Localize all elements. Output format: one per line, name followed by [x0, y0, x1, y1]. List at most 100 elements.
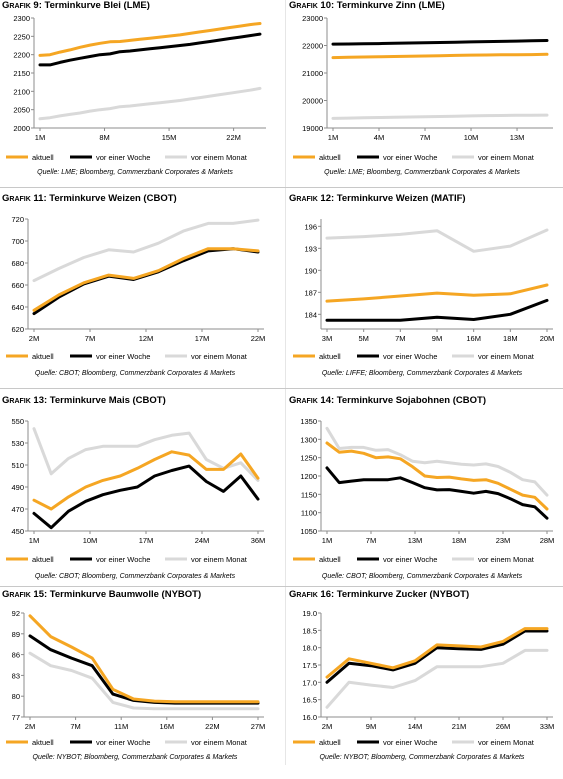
x-tick-label: 7M — [420, 133, 430, 142]
y-tick-label: 2250 — [13, 32, 30, 41]
y-tick-label: 1200 — [300, 472, 317, 481]
chart-panel-weizen-matif: Grafik 12: Terminkurve Weizen (MATIF) 18… — [287, 193, 557, 383]
panel-title: Grafik 12: Terminkurve Weizen (MATIF) — [289, 193, 466, 204]
panel-number: 9: — [33, 0, 42, 11]
y-tick-label: 2300 — [13, 14, 30, 23]
y-tick-label: 530 — [11, 439, 24, 448]
x-tick-label: 14M — [408, 722, 423, 731]
legend-label: aktuell — [32, 352, 54, 361]
series-line-aktuell — [38, 22, 262, 57]
panel-source: Quelle: NYBOT; Bloomberg, Commerzbank Co… — [32, 754, 238, 761]
y-tick-label: 86 — [12, 651, 20, 660]
panel-prefix: Grafik — [289, 589, 318, 600]
series-line-vor-einer-woche — [32, 247, 260, 316]
legend-label: aktuell — [319, 352, 341, 361]
panel-source: Quelle: CBOT; Bloomberg, Commerzbank Cor… — [34, 573, 236, 580]
x-tick-label: 9M — [366, 722, 376, 731]
panel-prefix: Grafik — [2, 0, 31, 11]
chart-panel-weizen-cbot: Grafik 11: Terminkurve Weizen (CBOT) 620… — [0, 193, 270, 383]
legend-label: vor einem Monat — [478, 153, 535, 162]
x-tick-label: 5M — [358, 334, 368, 343]
y-tick-label: 92 — [12, 609, 20, 618]
chart-weizen-cbot: 620 640 660 680 700 720 2M 7M 12M 17M 22M aktuell vo… — [6, 215, 265, 361]
panel-title-text: Terminkurve Weizen (CBOT) — [49, 193, 177, 204]
y-tick-label: 16.0 — [302, 713, 317, 722]
chart-panel-mais: Grafik 13: Terminkurve Mais (CBOT) 450 47… — [0, 395, 270, 585]
y-tick-label: 490 — [11, 483, 24, 492]
x-tick-label: 1M — [29, 536, 39, 545]
y-tick-label: 1250 — [300, 454, 317, 463]
y-tick-label: 17.5 — [302, 661, 317, 670]
y-tick-label: 16.5 — [302, 696, 317, 705]
y-tick-label: 196 — [304, 222, 317, 231]
x-tick-label: 2M — [25, 722, 35, 731]
panel-source: Quelle: LIFFE; Bloomberg, Commerzbank Co… — [321, 370, 523, 377]
panel-source: Quelle: LME; Bloomberg, Commerzbank Corp… — [37, 169, 233, 176]
chart-blei: 2000 2050 2100 2150 2200 2250 2300 1M 8M 15M 22M ak… — [6, 14, 266, 162]
x-tick-label: 4M — [374, 133, 384, 142]
x-tick-label: 17M — [139, 536, 154, 545]
y-tick-label: 2100 — [13, 87, 30, 96]
series-line-aktuell — [325, 441, 549, 511]
chart-panel-blei: Grafik 9: Terminkurve Blei (LME) 2000 205… — [0, 0, 270, 190]
legend-label: vor einem Monat — [478, 555, 535, 564]
legend-label: vor einer Woche — [383, 352, 437, 361]
panel-title-text: Terminkurve Blei (LME) — [44, 0, 150, 11]
y-tick-label: 19.0 — [302, 609, 317, 618]
legend-label: aktuell — [319, 153, 341, 162]
y-tick-label: 620 — [11, 325, 24, 334]
x-tick-label: 17M — [195, 334, 210, 343]
y-tick-label: 1050 — [300, 527, 317, 536]
series-line-vor-einer-woche — [32, 464, 260, 530]
y-tick-label: 2150 — [13, 69, 30, 78]
series-line-aktuell — [325, 283, 549, 303]
panel-title-text: Terminkurve Baumwolle (NYBOT) — [49, 589, 202, 600]
chart-zucker: 16.0 16.5 17.0 17.5 18.0 18.5 19.0 2M 9M 14M 21M 26… — [293, 609, 554, 747]
legend-label: vor einer Woche — [96, 352, 150, 361]
series-line-vor-einer-woche — [325, 629, 549, 684]
chart-weizen-matif: 184 187 190 193 196 3M 5M 7M 9M 16M 18M 20M aktuell v… — [293, 219, 554, 361]
chart-panel-baumwolle: Grafik 15: Terminkurve Baumwolle (NYBOT)… — [0, 589, 270, 779]
x-tick-label: 10M — [83, 536, 98, 545]
y-tick-label: 19000 — [302, 124, 323, 133]
legend-label: vor einer Woche — [96, 555, 150, 564]
panel-number: 15: — [33, 589, 48, 600]
series-line-aktuell — [325, 627, 549, 679]
y-tick-label: 2050 — [13, 106, 30, 115]
y-tick-label: 550 — [11, 417, 24, 426]
y-tick-label: 77 — [12, 713, 20, 722]
legend-label: vor einem Monat — [191, 352, 248, 361]
chart-panel-zucker: Grafik 16: Terminkurve Zucker (NYBOT) 16… — [287, 589, 557, 779]
y-tick-label: 22000 — [302, 42, 323, 51]
x-tick-label: 16M — [466, 334, 481, 343]
series-line-vor-einer-woche — [325, 466, 549, 520]
series-line-vor-einem-monat — [325, 228, 549, 253]
chart-panel-zinn: Grafik 10: Terminkurve Zinn (LME) 19000 2… — [287, 0, 557, 190]
x-tick-label: 8M — [99, 133, 109, 142]
panel-title: Grafik 13: Terminkurve Mais (CBOT) — [2, 395, 166, 406]
y-tick-label: 89 — [12, 630, 20, 639]
x-tick-label: 1M — [328, 133, 338, 142]
x-tick-label: 22M — [205, 722, 220, 731]
y-tick-label: 2200 — [13, 51, 30, 60]
series-line-vor-einem-monat — [38, 86, 262, 121]
series-line-aktuell — [32, 450, 260, 511]
x-tick-label: 1M — [35, 133, 45, 142]
x-tick-label: 27M — [251, 722, 266, 731]
x-tick-label: 13M — [408, 536, 423, 545]
panel-title: Grafik 16: Terminkurve Zucker (NYBOT) — [289, 589, 469, 600]
panel-title-text: Terminkurve Zinn (LME) — [336, 0, 445, 11]
panel-title: Grafik 15: Terminkurve Baumwolle (NYBOT) — [2, 589, 201, 600]
x-tick-label: 15M — [162, 133, 177, 142]
panel-prefix: Grafik — [2, 589, 31, 600]
panel-source: Quelle: CBOT; Bloomberg, Commerzbank Cor… — [321, 573, 523, 580]
legend-label: vor einer Woche — [96, 153, 150, 162]
series-line-vor-einer-woche — [331, 39, 549, 46]
y-tick-label: 680 — [11, 259, 24, 268]
x-tick-label: 7M — [395, 334, 405, 343]
y-tick-label: 20000 — [302, 97, 323, 106]
x-tick-label: 21M — [452, 722, 467, 731]
x-tick-label: 2M — [322, 722, 332, 731]
series-line-vor-einem-monat — [32, 427, 260, 482]
x-tick-label: 12M — [139, 334, 154, 343]
